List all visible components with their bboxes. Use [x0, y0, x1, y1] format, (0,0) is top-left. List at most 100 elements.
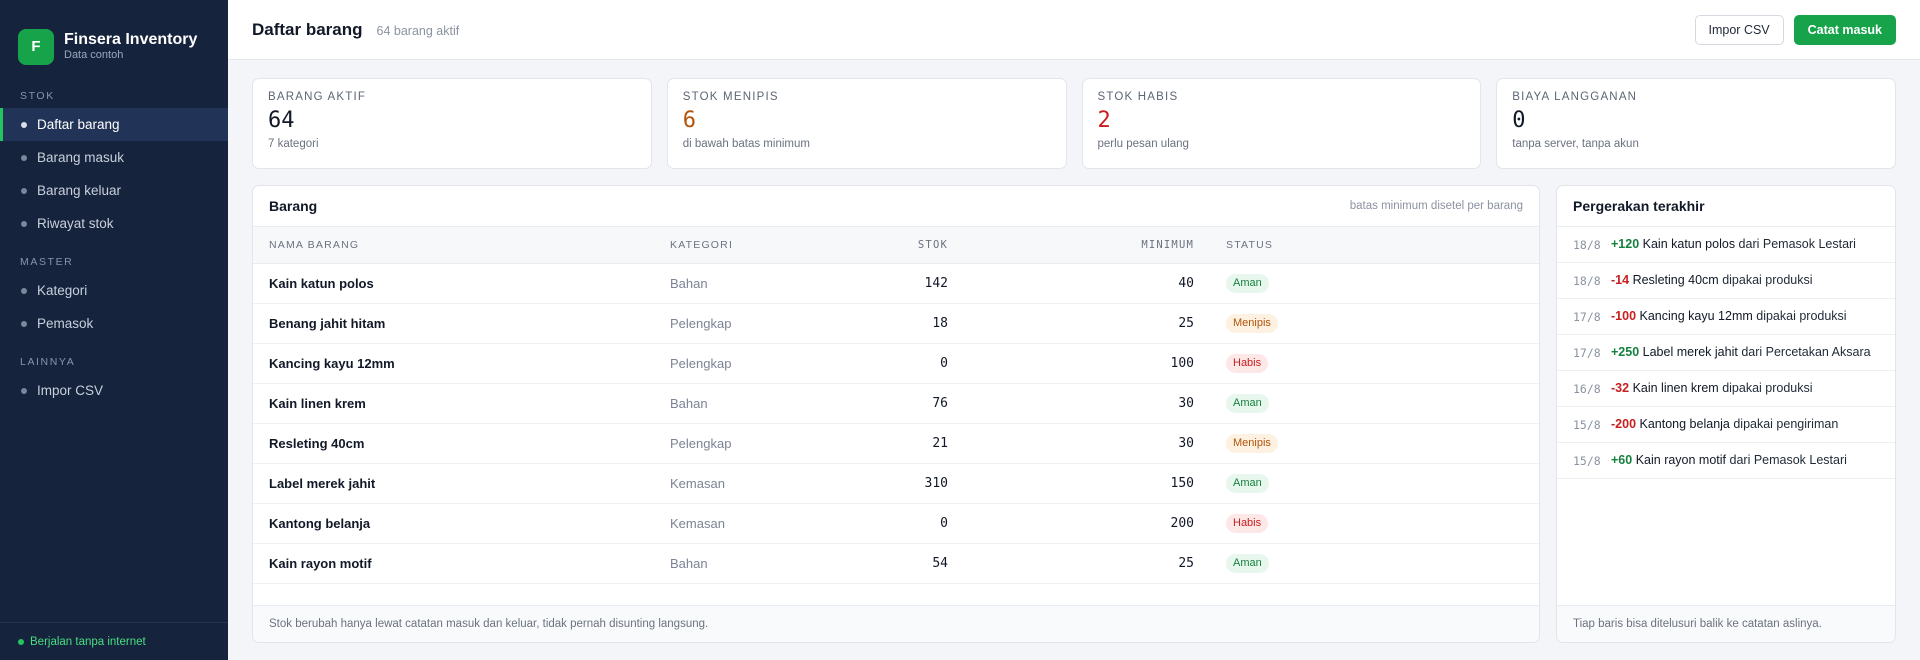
table-row[interactable]: Kain rayon motif Bahan 54 25 Aman [253, 543, 1539, 583]
item-stock: 142 [924, 275, 948, 291]
item-stock: 310 [924, 475, 948, 491]
move-quantity: -32 [1611, 381, 1630, 395]
card-label: STOK HABIS [1097, 91, 1179, 103]
sidebar-item-daftar-barang[interactable]: Daftar barang [0, 108, 228, 141]
move-detail: dipakai produksi [1752, 309, 1847, 323]
card-label: BIAYA LANGGANAN [1512, 91, 1638, 103]
sidebar-item-label: Impor CSV [37, 383, 104, 398]
item-status-cell: Habis [1210, 503, 1539, 543]
item-status-cell: Aman [1210, 543, 1539, 583]
brand: F Finsera Inventory Data contoh [0, 0, 228, 74]
sidebar-item-barang-masuk[interactable]: Barang masuk [0, 141, 228, 174]
recent-moves-title: Pergerakan terakhir [1573, 198, 1705, 214]
list-item[interactable]: 18/8 -14 Resleting 40cm dipakai produksi [1557, 263, 1895, 299]
list-item[interactable]: 16/8 -32 Kain linen krem dipakai produksi [1557, 371, 1895, 407]
status-badge: Aman [1226, 553, 1269, 573]
sidebar-item-riwayat-stok[interactable]: Riwayat stok [0, 207, 228, 240]
recent-moves-footer: Tiap baris bisa ditelusuri balik ke cata… [1557, 605, 1895, 642]
sidebar-item-label: Kategori [37, 283, 88, 298]
status-dot-icon [18, 638, 24, 645]
col-header-status[interactable]: STATUS [1226, 238, 1274, 251]
item-category: Bahan [670, 555, 708, 571]
move-quantity: -200 [1611, 417, 1637, 431]
move-item-name: Kain katun polos [1642, 237, 1736, 251]
status-badge: Aman [1226, 393, 1269, 413]
table-row[interactable]: Kancing kayu 12mm Pelengkap 0 100 Habis [253, 343, 1539, 383]
col-header-minimum[interactable]: MINIMUM [1141, 238, 1194, 251]
sidebar: F Finsera Inventory Data contoh STOK Daft… [0, 0, 228, 660]
sidebar-item-barang-keluar[interactable]: Barang keluar [0, 174, 228, 207]
move-item-name: Kantong belanja [1639, 417, 1730, 431]
bullet-icon [21, 187, 27, 194]
item-stock: 18 [932, 315, 948, 331]
move-text: -14 Resleting 40cm dipakai produksi [1611, 272, 1813, 289]
table-row[interactable]: Kain katun polos Bahan 142 40 Aman [253, 263, 1539, 303]
item-status-cell: Aman [1210, 263, 1539, 303]
move-item-name: Label merek jahit [1642, 345, 1738, 359]
sidebar-item-kategori[interactable]: Kategori [0, 274, 228, 307]
list-item[interactable]: 15/8 +60 Kain rayon motif dari Pemasok Le… [1557, 443, 1895, 479]
item-category: Kemasan [670, 515, 725, 531]
table-row[interactable]: Kain linen krem Bahan 76 30 Aman [253, 383, 1539, 423]
item-stock: 76 [932, 395, 948, 411]
nav-section-label: STOK [20, 90, 55, 102]
table-row[interactable]: Kantong belanja Kemasan 0 200 Habis [253, 503, 1539, 543]
move-date: 16/8 [1573, 382, 1601, 396]
move-quantity: -14 [1611, 273, 1630, 287]
sidebar-item-pemasok[interactable]: Pemasok [0, 307, 228, 340]
item-name: Kantong belanja [269, 515, 371, 531]
col-header-name[interactable]: NAMA BARANG [269, 238, 360, 251]
item-minimum: 100 [1170, 355, 1194, 371]
status-badge: Aman [1226, 273, 1269, 293]
item-name: Resleting 40cm [269, 435, 365, 451]
item-minimum: 40 [1178, 275, 1194, 291]
item-name: Label merek jahit [269, 475, 376, 491]
list-item[interactable]: 17/8 -100 Kancing kayu 12mm dipakai produ… [1557, 299, 1895, 335]
move-detail: dipakai produksi [1718, 381, 1813, 395]
col-header-category[interactable]: KATEGORI [670, 238, 734, 251]
summary-card: BIAYA LANGGANAN 0 tanpa server, tanpa akun [1496, 78, 1896, 169]
bullet-icon [21, 320, 27, 327]
table-row[interactable]: Resleting 40cm Pelengkap 21 30 Menipis [253, 423, 1539, 463]
list-item[interactable]: 18/8 +120 Kain katun polos dari Pemasok L… [1557, 227, 1895, 263]
topbar: Daftar barang 64 barang aktif Impor CSV … [228, 0, 1920, 60]
card-hint: di bawah batas minimum [682, 138, 810, 150]
item-minimum: 30 [1178, 435, 1194, 451]
list-item[interactable]: 17/8 +250 Label merek jahit dari Percetak… [1557, 335, 1895, 371]
move-detail: dari Percetakan Aksara [1737, 345, 1871, 359]
item-category: Bahan [670, 395, 708, 411]
import-csv-button[interactable]: Impor CSV [1694, 14, 1784, 45]
sidebar-item-label: Barang masuk [37, 150, 125, 165]
bullet-icon [21, 287, 27, 294]
items-panel-note: batas minimum disetel per barang [1349, 200, 1523, 212]
item-status-cell: Menipis [1210, 303, 1539, 343]
item-stock: 0 [940, 355, 948, 371]
status-badge: Habis [1226, 353, 1269, 373]
move-item-name: Kancing kayu 12mm [1639, 309, 1753, 323]
move-detail: dipakai pengiriman [1729, 417, 1839, 431]
list-item[interactable]: 15/8 -200 Kantong belanja dipakai pengiri… [1557, 407, 1895, 443]
col-header-stock[interactable]: STOK [917, 238, 948, 251]
bullet-icon [21, 387, 27, 394]
offline-status: Berjalan tanpa internet [0, 622, 228, 660]
record-incoming-button[interactable]: Catat masuk [1793, 14, 1896, 45]
card-value: 0 [1512, 108, 1526, 133]
items-panel-footer: Stok berubah hanya lewat catatan masuk d… [253, 605, 1539, 642]
summary-card: STOK HABIS 2 perlu pesan ulang [1081, 78, 1482, 169]
table-row[interactable]: Label merek jahit Kemasan 310 150 Aman [253, 463, 1539, 503]
item-status-cell: Aman [1210, 383, 1539, 423]
sidebar-item-impor-csv[interactable]: Impor CSV [0, 374, 228, 407]
card-hint: tanpa server, tanpa akun [1512, 138, 1639, 150]
status-badge: Habis [1226, 513, 1269, 533]
item-stock: 21 [932, 435, 948, 451]
item-minimum: 200 [1170, 515, 1194, 531]
card-value: 6 [682, 108, 696, 133]
nav-section-label: MASTER [20, 256, 74, 268]
move-item-name: Kain rayon motif [1635, 453, 1727, 467]
table-row[interactable]: Benang jahit hitam Pelengkap 18 25 Menipis [253, 303, 1539, 343]
bullet-icon [21, 121, 27, 128]
card-hint: 7 kategori [268, 138, 319, 150]
item-status-cell: Habis [1210, 343, 1539, 383]
item-name: Benang jahit hitam [269, 315, 386, 331]
page-title: Daftar barang [252, 19, 363, 39]
